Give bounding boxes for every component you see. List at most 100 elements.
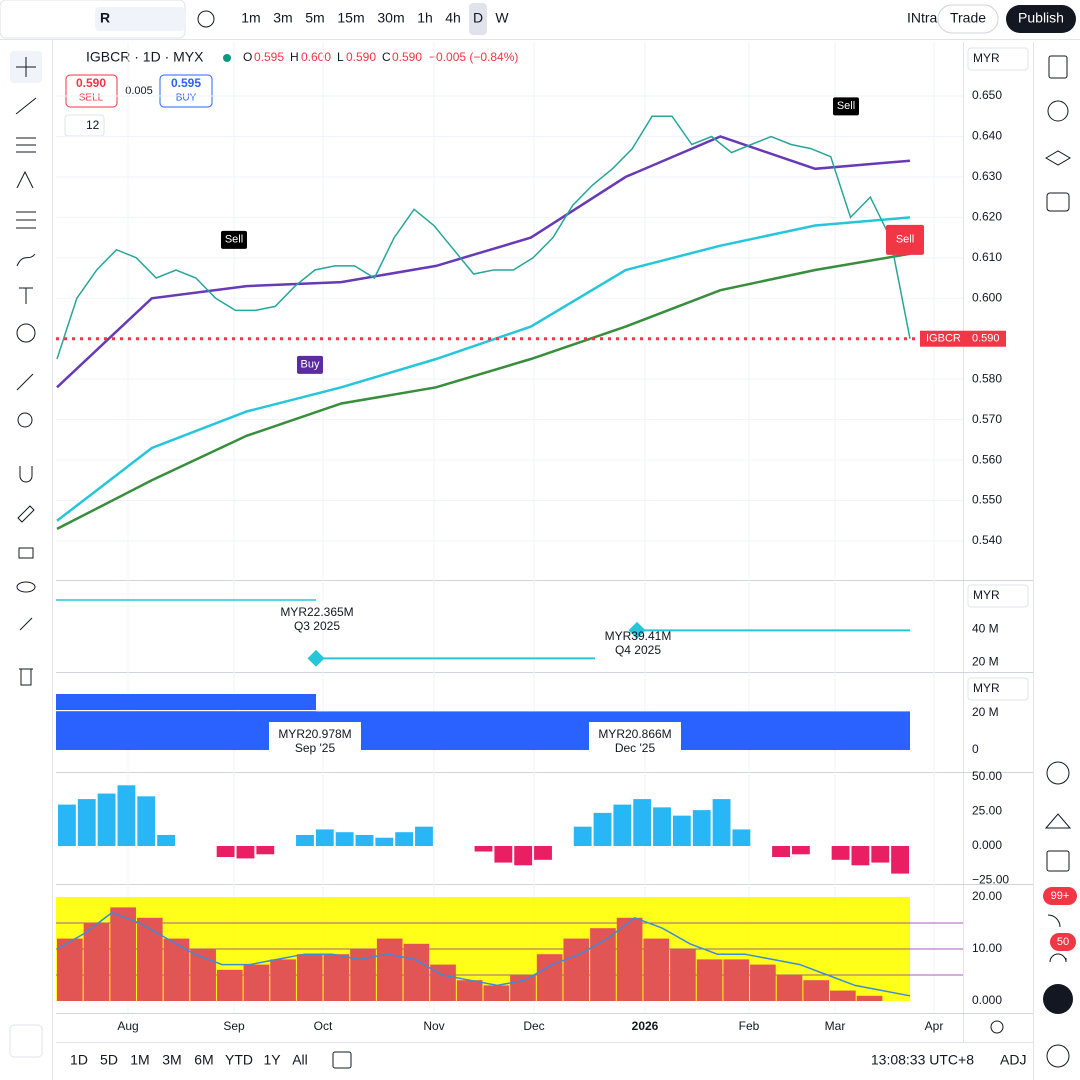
range-button[interactable]: YTD bbox=[225, 1052, 253, 1068]
buy-price[interactable]: 0.595 bbox=[171, 76, 201, 90]
badge bbox=[1050, 933, 1076, 951]
earnings-value: MYR22.365M bbox=[280, 605, 353, 619]
earnings-value: MYR39.41M bbox=[605, 629, 672, 643]
earnings-marker bbox=[628, 621, 646, 639]
legend-label: L bbox=[337, 50, 344, 64]
momentum-bar bbox=[415, 826, 433, 846]
interval-button[interactable]: D bbox=[473, 10, 483, 26]
interval-button[interactable]: 4h bbox=[445, 10, 461, 26]
currency[interactable]: MYR bbox=[973, 681, 1000, 695]
trade-label[interactable]: Trade bbox=[950, 10, 986, 26]
currency-button[interactable] bbox=[967, 47, 1029, 71]
add-icon[interactable] bbox=[197, 10, 215, 28]
interval-button[interactable]: 3m bbox=[273, 10, 292, 26]
revenue-callout bbox=[589, 722, 681, 752]
strength-bar bbox=[590, 928, 616, 1001]
interval-button[interactable]: W bbox=[495, 10, 509, 26]
pane-separators bbox=[56, 580, 1033, 1014]
interval-button[interactable]: 15m bbox=[337, 10, 364, 26]
sell-button[interactable] bbox=[65, 74, 118, 108]
currency[interactable]: MYR bbox=[973, 51, 1000, 65]
currency-button[interactable] bbox=[967, 584, 1029, 608]
momentum-bar bbox=[712, 799, 731, 846]
momentum-bar bbox=[593, 812, 612, 846]
momentum-bar bbox=[831, 846, 850, 860]
sell-price[interactable]: 0.590 bbox=[76, 76, 106, 90]
interval-button[interactable]: 1h bbox=[417, 10, 433, 26]
settings-icon[interactable] bbox=[990, 1020, 1004, 1034]
buy-button[interactable] bbox=[159, 74, 213, 108]
momentum-bar bbox=[256, 846, 275, 855]
strength-bar bbox=[563, 938, 590, 1001]
range-button[interactable]: 1M bbox=[130, 1052, 149, 1068]
range-button[interactable]: 6M bbox=[194, 1052, 213, 1068]
active-interval bbox=[469, 3, 487, 35]
trade-button[interactable] bbox=[937, 4, 999, 34]
y-tick-label: 0.640 bbox=[972, 129, 1002, 143]
strength-bar bbox=[243, 964, 270, 1001]
currency-button[interactable] bbox=[967, 677, 1029, 701]
x-tick-label: Nov bbox=[423, 1019, 444, 1033]
momentum-bar bbox=[157, 834, 176, 846]
y-tick-label: 0.600 bbox=[972, 290, 1002, 304]
momentum-bar bbox=[633, 799, 652, 846]
x-tick-label: Feb bbox=[739, 1019, 760, 1033]
strength-bar bbox=[536, 954, 563, 1001]
momentum-bar bbox=[891, 846, 909, 874]
strength-bar bbox=[163, 938, 190, 1001]
range-button[interactable]: 5D bbox=[100, 1052, 118, 1068]
range-button[interactable]: 1Y bbox=[263, 1052, 281, 1068]
momentum-bar bbox=[216, 846, 235, 858]
momentum-bar bbox=[871, 846, 890, 863]
y-tick-label: 0.580 bbox=[972, 371, 1002, 385]
plot-area bbox=[56, 42, 963, 1042]
momentum-bar bbox=[137, 796, 156, 846]
indicator[interactable]: INtra bbox=[907, 10, 938, 26]
symbol-search[interactable] bbox=[95, 7, 185, 31]
sell-label[interactable]: SELL bbox=[79, 93, 104, 104]
y-tick-label: 0.000 bbox=[972, 838, 1002, 852]
range-button[interactable]: All bbox=[292, 1052, 308, 1068]
legend-value: 0.590 bbox=[346, 50, 376, 64]
signal-label: Sell bbox=[896, 234, 914, 246]
momentum-bar bbox=[315, 829, 334, 846]
symbol[interactable]: R bbox=[100, 10, 110, 26]
strength-bar bbox=[483, 985, 510, 1001]
momentum-bar bbox=[772, 846, 790, 858]
interval-button[interactable]: 30m bbox=[377, 10, 404, 26]
moving-average bbox=[56, 216, 911, 522]
publish-label[interactable]: Publish bbox=[1018, 10, 1064, 26]
buy-label[interactable]: BUY bbox=[176, 93, 197, 104]
currency[interactable]: MYR bbox=[973, 588, 1000, 602]
y-tick-label: 0.620 bbox=[972, 210, 1002, 224]
signal-marker bbox=[297, 355, 323, 374]
interval-button[interactable]: 5m bbox=[305, 10, 324, 26]
favorites[interactable] bbox=[9, 1024, 43, 1058]
badge-count: 50 bbox=[1057, 936, 1069, 948]
last-price-box bbox=[920, 330, 1006, 347]
interval-button[interactable]: 1m bbox=[241, 10, 260, 26]
range-button[interactable]: 3M bbox=[162, 1052, 181, 1068]
legend-label: H bbox=[290, 50, 299, 64]
momentum-bar bbox=[355, 834, 374, 846]
date-range-icon[interactable] bbox=[332, 1051, 352, 1069]
y-tick-label: 0 bbox=[972, 742, 979, 756]
range-button[interactable]: 1D bbox=[70, 1052, 88, 1068]
strength-bar bbox=[616, 917, 643, 1001]
adj[interactable]: ADJ bbox=[1000, 1052, 1026, 1068]
legend-change: −0.005 (−0.84%) bbox=[429, 50, 518, 64]
x-tick-label: Sep bbox=[223, 1019, 245, 1033]
x-tick-label: Mar bbox=[825, 1019, 846, 1033]
moving-average bbox=[56, 135, 911, 389]
publish-button[interactable] bbox=[1006, 5, 1076, 33]
strength-bar bbox=[856, 995, 883, 1001]
y-tick-label: 20 M bbox=[972, 654, 999, 668]
legend-label: O bbox=[243, 50, 252, 64]
legend-label: C bbox=[382, 50, 391, 64]
momentum-bar bbox=[732, 829, 751, 846]
signal-marker bbox=[886, 224, 924, 255]
x-tick-label: 2026 bbox=[632, 1019, 659, 1033]
apps-button[interactable] bbox=[1043, 984, 1073, 1014]
momentum-bar bbox=[77, 799, 96, 846]
